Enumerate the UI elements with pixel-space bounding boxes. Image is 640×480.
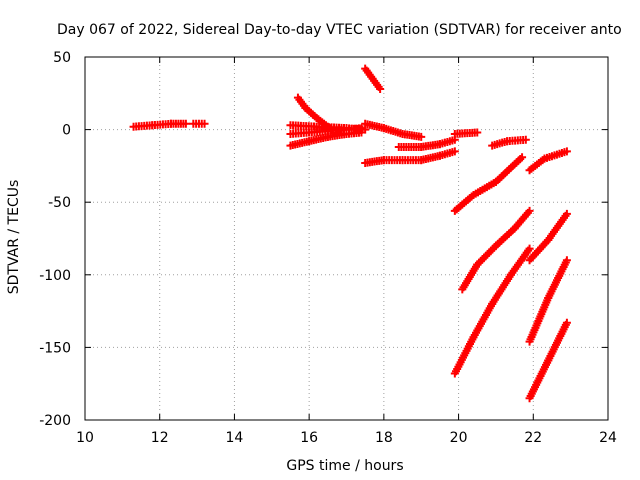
data-point [562,209,571,218]
data-point [450,147,459,156]
data-series [488,135,530,150]
data-point [525,206,534,215]
x-axis-tick-labels: 10 12 14 16 18 20 22 24 [76,430,617,446]
x-tick-label: 10 [76,430,94,446]
x-axis-label: GPS time / hours [286,458,403,474]
data-series [394,135,459,152]
data-point [518,153,527,162]
data-series [286,128,366,150]
y-tick-label: 0 [62,123,71,139]
y-tick-label: -100 [39,268,71,284]
grid [85,57,608,420]
chart-title: Day 067 of 2022, Sidereal Day-to-day VTE… [57,22,622,38]
data-point [376,84,385,93]
axis-ticks [84,56,609,421]
data-points [129,64,571,403]
data-point [200,119,209,128]
data-point [562,147,571,156]
x-tick-label: 18 [375,430,393,446]
data-series [525,318,571,403]
data-series [189,119,209,128]
x-tick-label: 14 [226,430,244,446]
x-tick-label: 24 [599,430,617,446]
data-point [473,128,482,137]
y-tick-label: -150 [39,340,71,356]
plot-frame [84,56,609,421]
data-series [286,121,370,134]
data-point [525,244,534,253]
data-point [521,135,530,144]
y-axis-tick-labels: 50 0 -50 -100 -150 -200 [39,50,71,429]
data-series [525,209,571,265]
x-tick-label: 22 [524,430,542,446]
data-series [361,119,426,141]
data-series [458,206,534,294]
x-tick-label: 16 [300,430,318,446]
data-point [181,119,190,128]
data-series [525,256,571,346]
x-tick-label: 12 [151,430,169,446]
x-tick-label: 20 [450,430,468,446]
data-series [450,153,527,215]
y-tick-label: -200 [39,413,71,429]
data-point [562,318,571,327]
data-point [417,132,426,141]
data-series [525,147,571,175]
data-series [450,128,482,138]
data-series [361,147,459,167]
data-series [129,119,190,131]
y-tick-label: -50 [48,195,71,211]
data-series [450,244,534,378]
data-point [562,256,571,265]
y-tick-label: 50 [53,50,71,66]
y-axis-label: SDTVAR / TECUs [6,180,22,295]
data-series [361,64,385,93]
